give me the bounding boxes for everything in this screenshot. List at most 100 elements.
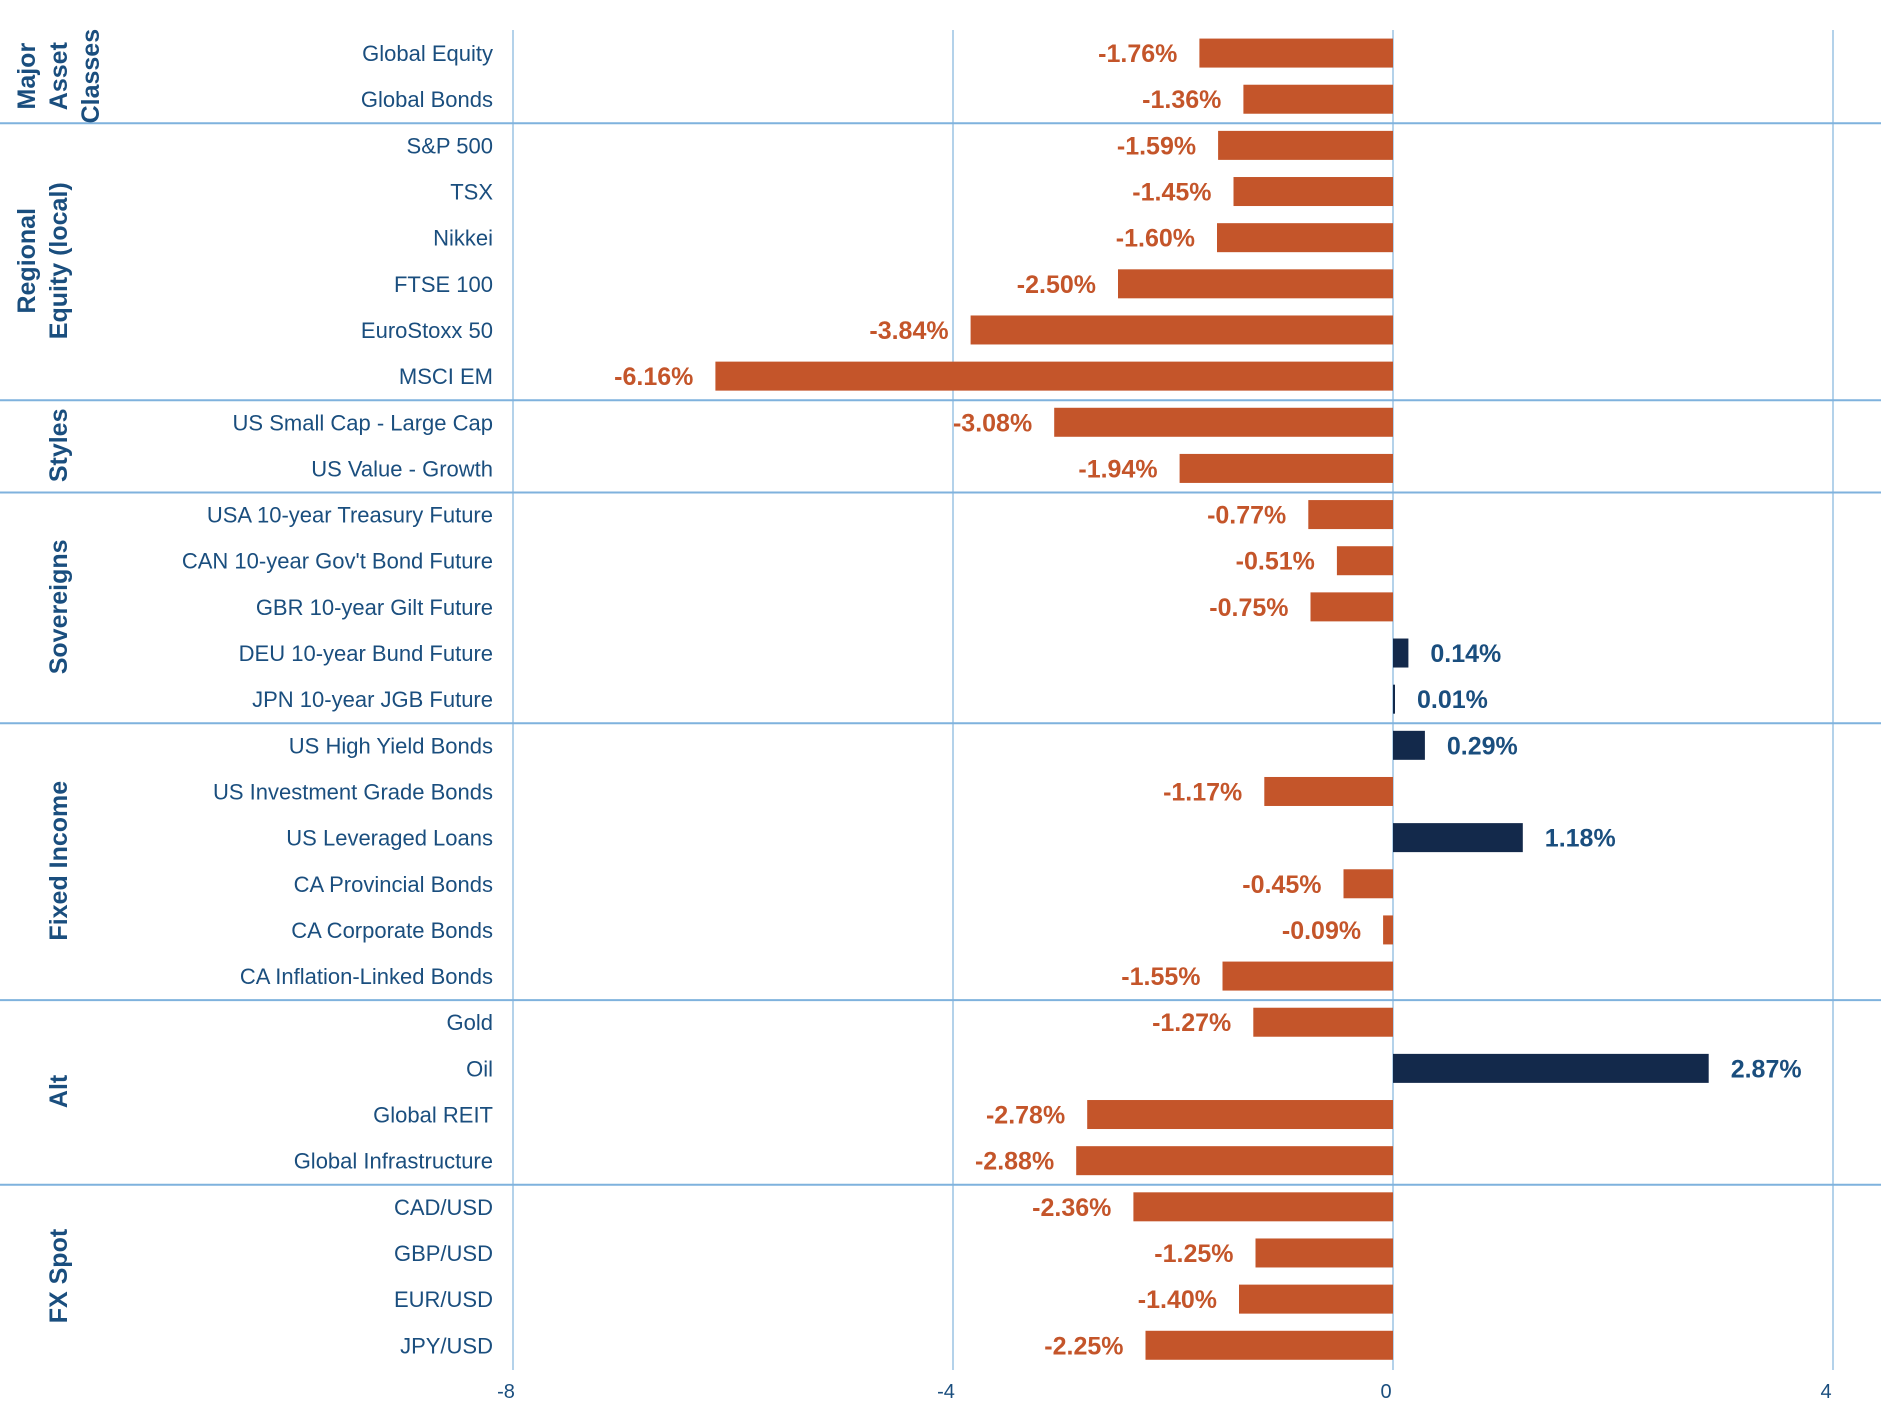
category-label: JPN 10-year JGB Future (252, 687, 493, 712)
value-label: 2.87% (1731, 1055, 1802, 1083)
value-label: -3.08% (953, 409, 1032, 437)
value-label: -0.51% (1236, 548, 1315, 576)
x-tick-label: -4 (937, 1381, 955, 1403)
category-label: Oil (466, 1056, 493, 1081)
value-label: -0.09% (1282, 917, 1361, 945)
group-label-line: Regional (13, 208, 41, 314)
bar (1308, 500, 1393, 530)
group-label-line: Sovereigns (45, 539, 73, 674)
bar (1054, 407, 1393, 437)
value-label: -6.16% (614, 363, 693, 391)
bar (1393, 1053, 1709, 1083)
category-label: CA Provincial Bonds (294, 872, 493, 897)
category-label: Gold (447, 1010, 493, 1035)
labels: -8 -4 0 4 Global Equity -1.76% Global Bonds -1.… (13, 29, 1832, 1403)
category-label: US Leveraged Loans (286, 826, 493, 851)
group-label-line: FX Spot (45, 1228, 73, 1323)
value-label: -1.40% (1138, 1286, 1217, 1314)
group-label-line: Fixed Income (45, 781, 73, 941)
category-label: JPY/USD (400, 1333, 493, 1358)
value-label: -1.17% (1163, 778, 1242, 806)
group-label-line: Equity (local) (45, 182, 73, 339)
category-label: GBR 10-year Gilt Future (256, 595, 493, 620)
value-label: -1.36% (1142, 86, 1221, 114)
value-label: -3.84% (869, 317, 948, 345)
category-label: Global Bonds (361, 87, 493, 112)
category-label: CAN 10-year Gov't Bond Future (182, 549, 493, 574)
bar (1253, 1007, 1393, 1037)
category-label: Global Infrastructure (294, 1149, 493, 1174)
value-label: -1.25% (1154, 1240, 1233, 1268)
bar (1239, 1284, 1393, 1314)
category-label: EuroStoxx 50 (361, 318, 493, 343)
category-label: CAD/USD (394, 1195, 493, 1220)
group-label: FX Spot (45, 1228, 73, 1323)
bar (1087, 1100, 1393, 1130)
x-tick-label: 0 (1380, 1381, 1391, 1403)
category-label: Global REIT (373, 1103, 493, 1128)
bar (1218, 130, 1393, 160)
bar (1393, 684, 1395, 714)
bar (970, 315, 1393, 345)
bar (1393, 823, 1523, 853)
value-label: 1.18% (1545, 825, 1616, 853)
value-label: 0.29% (1447, 732, 1518, 760)
category-label: TSX (450, 180, 493, 205)
bar (1222, 961, 1393, 991)
category-label: S&P 500 (407, 133, 493, 158)
x-tick-label: -8 (497, 1381, 515, 1403)
bar (1310, 592, 1393, 622)
bar (1383, 915, 1393, 945)
value-label: -1.59% (1117, 132, 1196, 160)
category-label: FTSE 100 (394, 272, 493, 297)
bar (1145, 1330, 1393, 1360)
bar (1199, 38, 1393, 68)
value-label: -1.45% (1132, 179, 1211, 207)
value-label: -2.78% (986, 1102, 1065, 1130)
group-separators (0, 122, 1881, 1186)
group-label-line: Styles (45, 409, 73, 483)
bar (1133, 1192, 1393, 1222)
category-label: Global Equity (362, 41, 493, 66)
x-tick-label: 4 (1820, 1381, 1831, 1403)
value-label: -1.55% (1121, 963, 1200, 991)
value-label: 0.14% (1430, 640, 1501, 668)
bar (1179, 453, 1393, 483)
value-label: -2.88% (975, 1148, 1054, 1176)
category-label: DEU 10-year Bund Future (239, 641, 493, 666)
bar (1393, 638, 1409, 668)
category-label: Nikkei (433, 226, 493, 251)
bar (1243, 84, 1393, 114)
value-label: -0.77% (1207, 502, 1286, 530)
group-label: Alt (45, 1074, 73, 1108)
bar (1118, 269, 1393, 299)
bars (715, 38, 1709, 1360)
value-label: -2.50% (1017, 271, 1096, 299)
value-label: -2.25% (1044, 1332, 1123, 1360)
group-label-line: Asset (45, 41, 73, 110)
group-label-line: Classes (77, 29, 105, 124)
bar (1217, 223, 1393, 253)
category-label: US High Yield Bonds (289, 733, 493, 758)
value-label: -1.94% (1078, 455, 1157, 483)
category-label: USA 10-year Treasury Future (207, 503, 493, 528)
category-label: US Investment Grade Bonds (213, 779, 493, 804)
value-label: 0.01% (1417, 686, 1488, 714)
category-label: EUR/USD (394, 1287, 493, 1312)
value-label: -1.27% (1152, 1009, 1231, 1037)
value-label: -1.60% (1116, 225, 1195, 253)
category-label: CA Corporate Bonds (291, 918, 493, 943)
group-label: Styles (45, 409, 73, 483)
bar (1393, 730, 1425, 760)
bar (1343, 869, 1393, 899)
category-label: US Value - Growth (311, 456, 493, 481)
group-label: Fixed Income (45, 781, 73, 941)
group-label-line: Major (13, 43, 41, 110)
value-label: -1.76% (1098, 40, 1177, 68)
category-label: US Small Cap - Large Cap (233, 410, 493, 435)
value-label: -0.75% (1209, 594, 1288, 622)
bar (1076, 1146, 1393, 1176)
bar (715, 361, 1393, 391)
category-label: GBP/USD (394, 1241, 493, 1266)
